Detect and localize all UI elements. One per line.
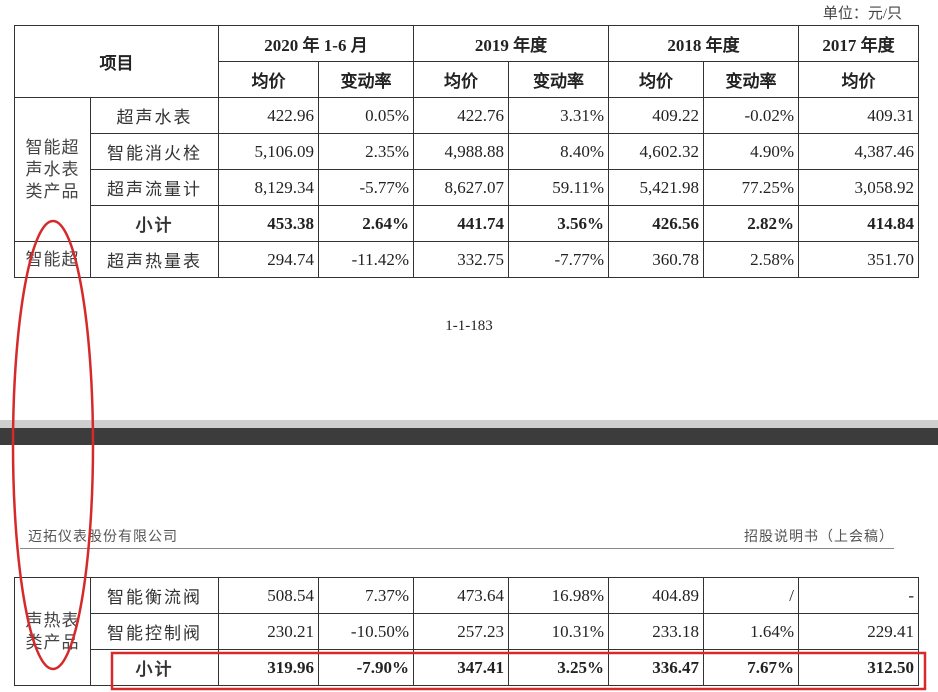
data-row: 智能消火栓 5,106.09 2.35% 4,988.88 8.40% 4,602.32 4… bbox=[15, 133, 920, 170]
value-cell: 233.18 bbox=[608, 613, 704, 650]
price-table-bottom: 声热表类产品 智能衡流阀 508.54 7.37% 473.64 16.98% 404.89… bbox=[14, 577, 919, 686]
value-cell: 8,129.34 bbox=[218, 169, 319, 206]
value-cell: 229.41 bbox=[798, 613, 919, 650]
document-name: 招股说明书（上会稿） bbox=[744, 530, 894, 545]
value-cell: 360.78 bbox=[608, 241, 705, 278]
value-cell: 10.31% bbox=[508, 613, 609, 650]
value-cell: 414.84 bbox=[798, 205, 920, 242]
item-name: 智能消火栓 bbox=[90, 133, 219, 170]
data-row: 智能超 超声热量表 294.74 -11.42% 332.75 -7.77% 360.78 2… bbox=[14, 241, 920, 278]
page-number: 1-1-183 bbox=[445, 318, 493, 334]
value-cell: 312.50 bbox=[798, 649, 919, 686]
value-cell: 347.41 bbox=[413, 649, 509, 686]
column-header: 均价 bbox=[218, 61, 319, 98]
value-cell: 453.38 bbox=[218, 205, 319, 242]
page-gap bbox=[0, 420, 938, 428]
value-cell: / bbox=[703, 577, 799, 614]
value-cell: 294.74 bbox=[218, 241, 319, 278]
value-cell: -7.90% bbox=[318, 649, 414, 686]
header-cell: 项目 bbox=[14, 25, 219, 98]
value-cell: 336.47 bbox=[608, 649, 704, 686]
value-cell: 5,421.98 bbox=[608, 169, 705, 206]
value-cell: -5.77% bbox=[317, 169, 415, 206]
value-cell: -10.50% bbox=[318, 613, 414, 650]
value-cell: 1.64% bbox=[703, 613, 799, 650]
value-cell: 77.25% bbox=[703, 169, 800, 206]
header-row: 项目 2020 年 1-6 月 2019 年度 2018 年度 2017 年度 bbox=[14, 25, 920, 98]
subtotal-row: 小计 453.38 2.64% 441.74 3.56% 426.56 2.82% 414.8… bbox=[15, 205, 920, 242]
value-cell: 4,602.32 bbox=[608, 133, 705, 170]
item-name: 超声流量计 bbox=[90, 169, 219, 206]
column-header: 变动率 bbox=[703, 61, 800, 98]
value-cell: 351.70 bbox=[798, 241, 920, 278]
value-cell: 3.25% bbox=[508, 649, 609, 686]
value-cell: 7.37% bbox=[318, 577, 414, 614]
column-header: 变动率 bbox=[508, 61, 610, 98]
data-row: 智能控制阀 230.21 -10.50% 257.23 10.31% 233.18 1.64… bbox=[15, 613, 919, 650]
period-header: 2018 年度 bbox=[608, 25, 800, 62]
item-name: 智能控制阀 bbox=[90, 613, 219, 650]
value-cell: 0.05% bbox=[317, 97, 415, 134]
value-cell: 409.22 bbox=[608, 97, 705, 134]
value-cell: 4,387.46 bbox=[798, 133, 920, 170]
unit-note: 单位：元/只 bbox=[822, 6, 902, 22]
value-cell: 5,106.09 bbox=[218, 133, 319, 170]
value-cell: - bbox=[798, 577, 919, 614]
value-cell: -7.77% bbox=[508, 241, 610, 278]
value-cell: 2.58% bbox=[703, 241, 800, 278]
item-name: 超声热量表 bbox=[90, 241, 219, 278]
value-cell: 257.23 bbox=[413, 613, 509, 650]
value-cell: 3.56% bbox=[508, 205, 610, 242]
value-cell: 404.89 bbox=[608, 577, 704, 614]
header-row: 均价 变动率 均价 变动率 均价 变动率 均价 bbox=[15, 61, 920, 98]
period-header: 2020 年 1-6 月 bbox=[217, 25, 415, 62]
group-label: 声热表类产品 bbox=[14, 577, 91, 686]
value-cell: 2.64% bbox=[317, 205, 415, 242]
value-cell: 16.98% bbox=[508, 577, 609, 614]
value-cell: 4.90% bbox=[703, 133, 800, 170]
value-cell: -11.42% bbox=[317, 241, 415, 278]
value-cell: 3.31% bbox=[508, 97, 610, 134]
value-cell: 422.76 bbox=[413, 97, 510, 134]
header-rule bbox=[20, 548, 894, 549]
value-cell: 59.11% bbox=[508, 169, 610, 206]
subtotal-row: 小计 319.96 -7.90% 347.41 3.25% 336.47 7.67% 312.… bbox=[15, 649, 919, 686]
value-cell: 441.74 bbox=[413, 205, 510, 242]
value-cell: -0.02% bbox=[703, 97, 800, 134]
value-cell: 230.21 bbox=[218, 613, 319, 650]
data-row: 智能超声水表类产品 超声水表 422.96 0.05% 422.76 3.31% 409.2… bbox=[14, 97, 920, 242]
value-cell: 409.31 bbox=[798, 97, 920, 134]
subtotal-label: 小计 bbox=[90, 205, 219, 242]
value-cell: 2.82% bbox=[703, 205, 800, 242]
price-table-top: 项目 2020 年 1-6 月 2019 年度 2018 年度 2017 年度 均价 变动率… bbox=[14, 25, 920, 278]
column-header: 变动率 bbox=[317, 61, 415, 98]
value-cell: 4,988.88 bbox=[413, 133, 510, 170]
group-label: 智能超 bbox=[14, 241, 91, 278]
group-label: 智能超声水表类产品 bbox=[14, 97, 91, 242]
data-row: 声热表类产品 智能衡流阀 508.54 7.37% 473.64 16.98% 404.89… bbox=[14, 577, 919, 686]
value-cell: 422.96 bbox=[218, 97, 319, 134]
value-cell: 8,627.07 bbox=[413, 169, 510, 206]
value-cell: 319.96 bbox=[218, 649, 319, 686]
subtotal-label: 小计 bbox=[90, 649, 219, 686]
period-header: 2017 年度 bbox=[798, 25, 920, 62]
item-name: 超声水表 bbox=[90, 97, 219, 134]
value-cell: 332.75 bbox=[413, 241, 510, 278]
column-header: 均价 bbox=[413, 61, 510, 98]
item-name: 智能衡流阀 bbox=[90, 577, 219, 614]
data-row: 超声流量计 8,129.34 -5.77% 8,627.07 59.11% 5,421.9… bbox=[15, 169, 920, 206]
value-cell: 2.35% bbox=[317, 133, 415, 170]
value-cell: 508.54 bbox=[218, 577, 319, 614]
value-cell: 3,058.92 bbox=[798, 169, 920, 206]
page-separator bbox=[0, 428, 938, 445]
value-cell: 426.56 bbox=[608, 205, 705, 242]
value-cell: 473.64 bbox=[413, 577, 509, 614]
column-header: 均价 bbox=[608, 61, 705, 98]
value-cell: 8.40% bbox=[508, 133, 610, 170]
column-header: 均价 bbox=[798, 61, 920, 98]
company-name: 迈拓仪表股份有限公司 bbox=[28, 530, 178, 545]
value-cell: 7.67% bbox=[703, 649, 799, 686]
period-header: 2019 年度 bbox=[413, 25, 610, 62]
